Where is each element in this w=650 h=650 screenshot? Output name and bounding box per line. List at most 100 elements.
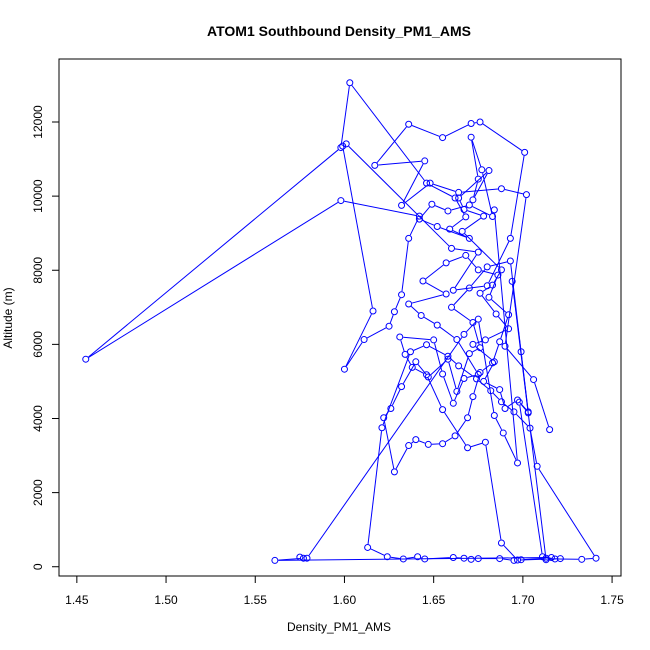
data-point: [515, 398, 523, 406]
data-point: [480, 377, 488, 385]
data-point: [371, 161, 379, 169]
series-segment: [472, 206, 490, 216]
data-point: [481, 336, 489, 344]
series-segment: [495, 418, 503, 431]
series-segment: [467, 399, 473, 415]
data-point: [474, 315, 482, 323]
series-segment: [467, 257, 477, 268]
data-point: [522, 191, 530, 199]
data-point: [390, 468, 398, 476]
series-segment: [454, 254, 477, 288]
series-segment: [458, 342, 477, 372]
data-point: [501, 404, 509, 412]
data-point: [530, 376, 538, 384]
series-segment: [411, 125, 440, 137]
data-point: [464, 444, 472, 452]
data-point: [487, 387, 495, 395]
data-point: [476, 369, 484, 377]
data-point: [446, 225, 454, 233]
series-segment: [376, 126, 407, 163]
x-axis-title: Density_PM1_AMS: [287, 620, 391, 634]
series-segment: [473, 375, 480, 394]
data-point: [439, 406, 447, 414]
data-point: [490, 206, 498, 214]
series-segment: [456, 420, 466, 434]
series-segment: [402, 163, 424, 203]
data-point: [524, 409, 532, 417]
series-segment: [383, 421, 395, 469]
series-segment: [476, 340, 483, 344]
data-point: [465, 284, 473, 292]
series-segment: [366, 327, 387, 339]
series-segment: [503, 545, 516, 558]
data-point: [426, 179, 434, 187]
y-tick-label: 4000: [31, 405, 45, 432]
series-segment: [467, 210, 481, 216]
data-point: [433, 321, 441, 329]
series-segment: [474, 173, 488, 198]
y-tick-label: 10000: [31, 179, 45, 213]
data-point: [460, 374, 468, 382]
data-point: [398, 291, 406, 299]
series-segment: [470, 442, 483, 448]
series-segment: [538, 468, 595, 556]
series-segment: [382, 354, 410, 425]
data-point: [399, 555, 407, 563]
data-point: [492, 310, 500, 318]
data-point: [505, 311, 513, 319]
y-axis: 0 2000 4000 6000 8000 10000 12000: [31, 105, 60, 570]
data-point: [469, 319, 477, 326]
data-point: [342, 140, 350, 148]
data-point: [423, 371, 431, 379]
data-point: [521, 148, 529, 156]
data-point: [408, 363, 416, 371]
data-point: [483, 263, 491, 271]
data-point: [405, 300, 413, 308]
data-point: [517, 348, 525, 356]
series-segment: [422, 219, 435, 226]
series-segment: [530, 431, 537, 463]
series-segment: [585, 557, 593, 560]
data-point: [299, 554, 307, 562]
plot-area-frame: [58, 58, 622, 577]
data-point: [396, 333, 404, 341]
data-point: [449, 286, 457, 294]
data-point: [380, 414, 388, 422]
data-point: [533, 462, 541, 470]
series-segment: [452, 230, 467, 238]
data-point: [592, 554, 600, 562]
data-point: [383, 553, 391, 561]
series-segment: [88, 201, 339, 358]
data-point: [415, 215, 423, 223]
series-segment: [490, 261, 508, 267]
data-point: [439, 440, 447, 448]
data-point: [465, 201, 473, 209]
data-point: [497, 398, 505, 406]
series-segment: [482, 123, 523, 151]
series-segment: [395, 297, 401, 309]
data-point: [417, 311, 425, 319]
series-segment: [400, 340, 405, 352]
series-segment: [452, 218, 464, 228]
series-segment: [434, 343, 443, 371]
series-segment: [404, 184, 428, 204]
data-point: [474, 555, 482, 563]
data-point: [424, 440, 432, 448]
data-point: [449, 553, 457, 561]
data-point: [398, 201, 406, 209]
series-segment: [401, 241, 409, 292]
series-segment: [462, 188, 499, 193]
data-point: [303, 554, 311, 562]
data-point: [476, 289, 484, 297]
series-segment: [278, 557, 300, 561]
series-segment: [413, 345, 424, 351]
series-segment: [391, 389, 401, 406]
series-segment: [410, 305, 419, 314]
series-segment: [507, 401, 515, 407]
series-segment: [429, 184, 453, 197]
series-segment: [449, 256, 463, 263]
data-point: [478, 166, 486, 174]
data-point: [453, 387, 461, 395]
data-point: [442, 259, 450, 267]
